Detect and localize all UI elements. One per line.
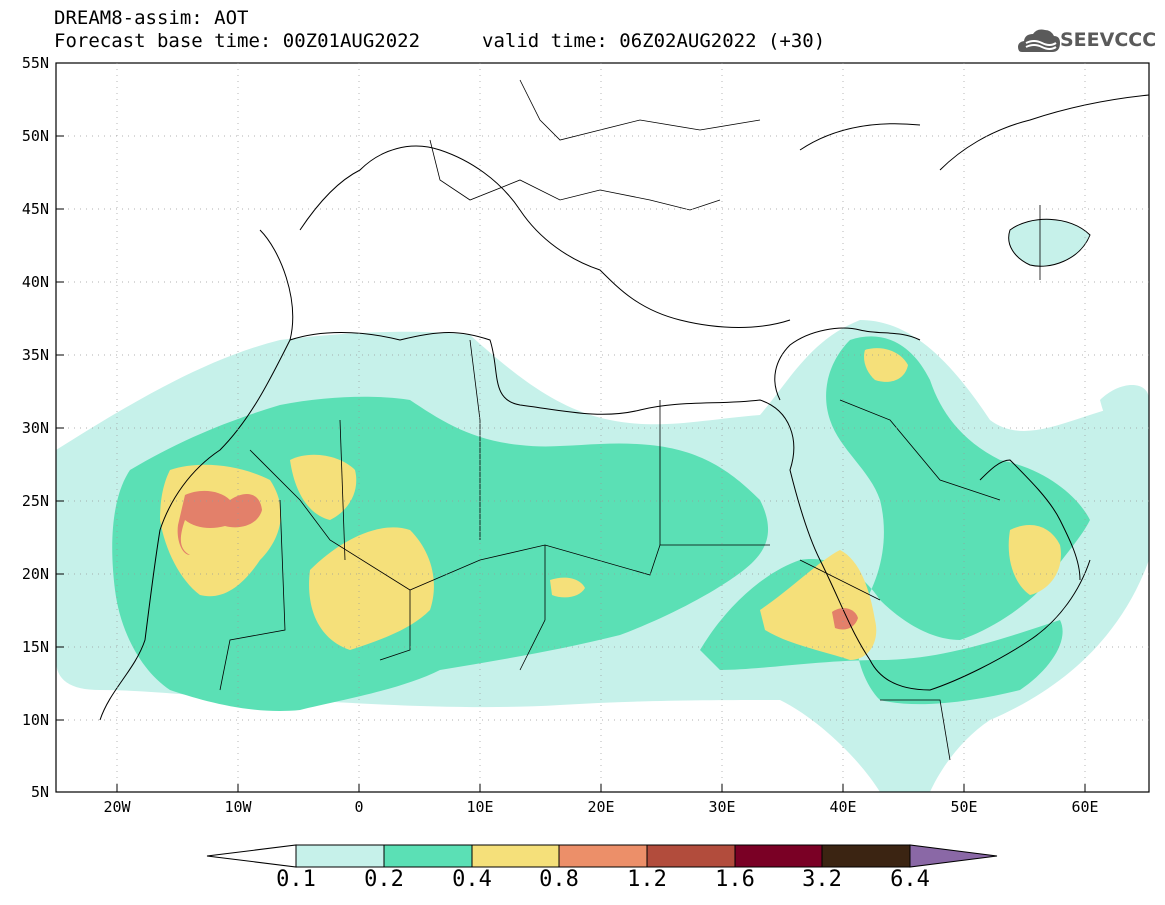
- lat-label: 15N: [21, 638, 49, 656]
- valid-time: valid time: 06Z02AUG2022 (+30): [482, 30, 826, 52]
- lon-label: 30E: [708, 798, 736, 816]
- colorbar-segment: [383, 844, 473, 868]
- logo-text: SEEVCCC: [1060, 29, 1157, 51]
- lat-label: 10N: [21, 711, 49, 729]
- colorbar-label: 6.4: [890, 867, 930, 892]
- lat-label: 55N: [21, 54, 49, 72]
- colorbar-over-arrow: [909, 844, 998, 868]
- colorbar-segment: [821, 844, 911, 868]
- country-borders: [219, 79, 1041, 761]
- colorbar-label: 1.6: [715, 867, 755, 892]
- aot-very-high-region: [177, 490, 858, 630]
- lat-label: 45N: [21, 200, 49, 218]
- colorbar-label: 1.2: [627, 867, 667, 892]
- coastlines: [56, 63, 1149, 792]
- lon-label: 20W: [103, 798, 131, 816]
- map-title: DREAM8-assim: AOT: [54, 7, 249, 29]
- colorbar-label: 0.2: [364, 867, 404, 892]
- lon-label: 40E: [829, 798, 857, 816]
- lat-label: 20N: [21, 565, 49, 583]
- colorbar-label: 0.4: [452, 867, 492, 892]
- lat-label: 35N: [21, 346, 49, 364]
- lon-label: 50E: [950, 798, 978, 816]
- lat-label: 40N: [21, 273, 49, 291]
- colorbar-segment: [646, 844, 736, 868]
- gridlines: [56, 63, 1149, 792]
- lon-label: 60E: [1071, 798, 1099, 816]
- colorbar-label: 0.8: [539, 867, 579, 892]
- lon-label: 20E: [587, 798, 615, 816]
- colorbar-segment: [734, 844, 823, 868]
- lat-label: 50N: [21, 127, 49, 145]
- cloud-logo-icon: [1018, 29, 1060, 52]
- axis-ticks: [56, 62, 1086, 792]
- lat-label: 5N: [30, 783, 49, 801]
- colorbar-label: 3.2: [802, 867, 842, 892]
- colorbar-segment: [558, 844, 648, 868]
- lon-label: 10E: [466, 798, 494, 816]
- colorbar-segment: [295, 844, 385, 868]
- lon-label: 10W: [224, 798, 252, 816]
- colorbar-under-arrow: [206, 844, 297, 868]
- colorbar-segment: [471, 844, 560, 868]
- lat-label: 30N: [21, 419, 49, 437]
- lon-label: 0: [354, 798, 364, 816]
- lat-label: 25N: [21, 492, 49, 510]
- colorbar: [206, 844, 998, 868]
- colorbar-label: 0.1: [276, 867, 316, 892]
- forecast-base-time: Forecast base time: 00Z01AUG2022: [54, 30, 421, 52]
